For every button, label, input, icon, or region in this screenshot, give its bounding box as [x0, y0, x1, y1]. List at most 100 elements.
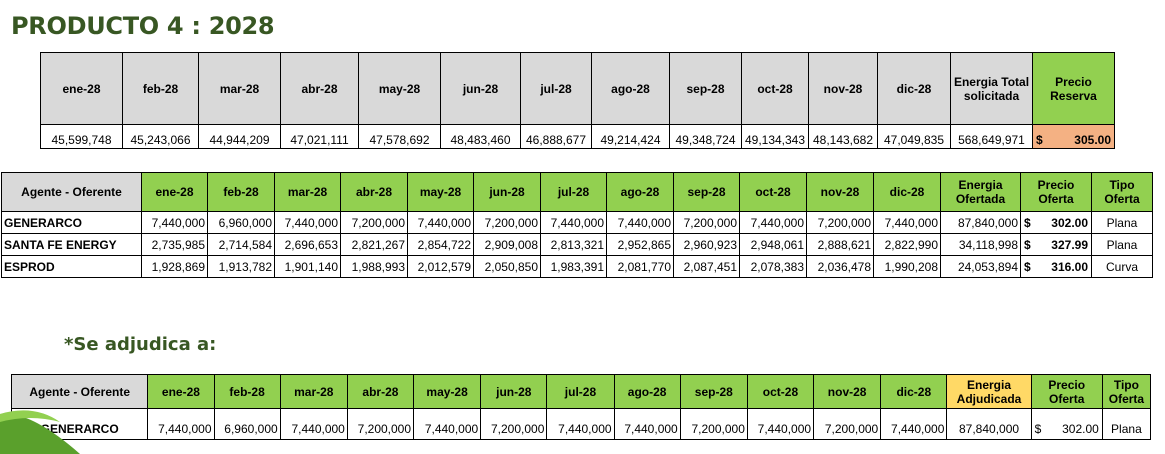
- month-header: nov-28: [806, 172, 874, 212]
- currency-symbol: $: [1034, 422, 1042, 436]
- offer-value: 7,200,000: [673, 211, 740, 234]
- offer-value: 7,440,000: [141, 211, 208, 234]
- reserve-total: 568,649,971: [950, 124, 1033, 149]
- currency-symbol: $: [1024, 215, 1031, 230]
- award-value: 7,200,000: [679, 408, 748, 440]
- month-header: ene-28: [141, 172, 208, 212]
- award-type: Plana: [1101, 408, 1152, 440]
- offer-value: 2,078,383: [739, 255, 807, 278]
- offer-price: 327.99: [1051, 237, 1088, 252]
- reserve-value: 49,134,343: [741, 124, 809, 149]
- offer-value: 2,050,850: [473, 255, 541, 278]
- agent-name: SANTA FE ENERGY: [1, 233, 142, 256]
- month-header: feb-28: [207, 172, 275, 212]
- reserve-header-row: ene-28 feb-28 mar-28 abr-28 may-28 jun-2…: [40, 52, 1115, 125]
- offer-value: 2,087,451: [673, 255, 740, 278]
- offer-value: 2,012,579: [407, 255, 474, 278]
- month-header: ago-28: [613, 374, 681, 409]
- offer-value: 2,036,478: [806, 255, 874, 278]
- offer-value: 2,854,722: [407, 233, 474, 256]
- offer-total: 87,840,000: [940, 211, 1021, 234]
- month-header: nov-28: [813, 374, 882, 409]
- month-header: oct-28: [739, 172, 807, 212]
- month-header: jun-28: [440, 52, 521, 125]
- reserve-value: 45,599,748: [40, 124, 123, 149]
- award-value: 7,440,000: [413, 408, 482, 440]
- offer-type: Plana: [1091, 233, 1153, 256]
- page-title: PRODUCTO 4 : 2028: [11, 12, 275, 40]
- offer-type: Plana: [1091, 211, 1153, 234]
- currency-symbol: $: [1024, 259, 1031, 274]
- award-total: 87,840,000: [946, 408, 1032, 440]
- award-value: 7,440,000: [613, 408, 681, 440]
- reserve-value: 45,243,066: [122, 124, 199, 149]
- award-value: 6,960,000: [213, 408, 281, 440]
- offer-value: 2,952,865: [606, 233, 674, 256]
- offer-value: 1,983,391: [540, 255, 607, 278]
- table-row: ESPROD 1,928,869 1,913,782 1,901,140 1,9…: [1, 255, 1153, 278]
- energy-offered-header: Energia Ofertada: [940, 172, 1021, 212]
- offer-value: 7,440,000: [274, 211, 341, 234]
- award-value: 7,440,000: [147, 408, 215, 440]
- month-header: may-28: [358, 52, 441, 125]
- month-header: mar-28: [274, 172, 341, 212]
- offer-price-header: Precio Oferta: [1030, 374, 1103, 409]
- offer-value: 2,821,267: [340, 233, 408, 256]
- month-header: dic-28: [877, 52, 951, 125]
- offer-price: 316.00: [1051, 259, 1088, 274]
- offer-value: 7,200,000: [340, 211, 408, 234]
- offer-value: 2,714,584: [207, 233, 275, 256]
- table-row: GENERARCO 7,440,000 6,960,000 7,440,000 …: [1, 211, 1153, 234]
- award-value: 7,440,000: [746, 408, 815, 440]
- offer-value: 1,988,993: [340, 255, 408, 278]
- offer-value: 7,440,000: [606, 211, 674, 234]
- offer-price: 302.00: [1051, 215, 1088, 230]
- month-header: ene-28: [40, 52, 123, 125]
- reserve-price: 305.00: [1074, 133, 1111, 147]
- reserve-value: 46,888,677: [520, 124, 592, 149]
- total-requested-header: Energia Total solicitada: [950, 52, 1033, 125]
- month-header: feb-28: [122, 52, 199, 125]
- offer-value: 1,913,782: [207, 255, 275, 278]
- award-price-cell: $302.00: [1030, 408, 1103, 440]
- month-header: sep-28: [673, 172, 740, 212]
- month-header: jul-28: [540, 172, 607, 212]
- reserve-value: 47,021,111: [280, 124, 359, 149]
- reserve-price-header: Precio Reserva: [1032, 52, 1115, 125]
- month-header: abr-28: [280, 52, 359, 125]
- month-header: jul-28: [546, 374, 615, 409]
- month-header: feb-28: [213, 374, 281, 409]
- month-header: abr-28: [346, 374, 415, 409]
- offer-total: 24,053,894: [940, 255, 1021, 278]
- award-value: 7,200,000: [346, 408, 415, 440]
- offer-value: 7,440,000: [540, 211, 607, 234]
- agent-header: Agente - Oferente: [10, 374, 149, 409]
- offer-value: 1,928,869: [141, 255, 208, 278]
- agent-header: Agente - Oferente: [1, 172, 142, 212]
- offer-price-cell: $316.00: [1020, 255, 1092, 278]
- month-header: ago-28: [591, 52, 670, 125]
- offer-value: 2,822,990: [873, 233, 941, 256]
- award-table: Agente - Oferente ene-28 feb-28 mar-28 a…: [10, 374, 1152, 440]
- award-value: 7,440,000: [880, 408, 948, 440]
- award-value: 7,440,000: [546, 408, 615, 440]
- month-header: dic-28: [873, 172, 941, 212]
- award-value: 7,200,000: [813, 408, 882, 440]
- reserve-value: 49,214,424: [591, 124, 670, 149]
- award-value: 7,440,000: [279, 408, 348, 440]
- offer-value: 7,200,000: [806, 211, 874, 234]
- offer-value: 7,200,000: [473, 211, 541, 234]
- table-row: GENERARCO 7,440,000 6,960,000 7,440,000 …: [10, 408, 1152, 440]
- offer-value: 2,888,621: [806, 233, 874, 256]
- award-price: 302.00: [1062, 422, 1099, 436]
- award-subtitle: *Se adjudica a:: [64, 334, 217, 355]
- month-header: oct-28: [741, 52, 809, 125]
- reserve-values-row: 45,599,748 45,243,066 44,944,209 47,021,…: [40, 124, 1115, 149]
- month-header: mar-28: [279, 374, 348, 409]
- offer-price-cell: $302.00: [1020, 211, 1092, 234]
- month-header: sep-28: [679, 374, 748, 409]
- agent-name: GENERARCO: [1, 211, 142, 234]
- offer-value: 2,813,321: [540, 233, 607, 256]
- energy-awarded-header: Energia Adjudicada: [946, 374, 1032, 409]
- reserve-value: 44,944,209: [198, 124, 281, 149]
